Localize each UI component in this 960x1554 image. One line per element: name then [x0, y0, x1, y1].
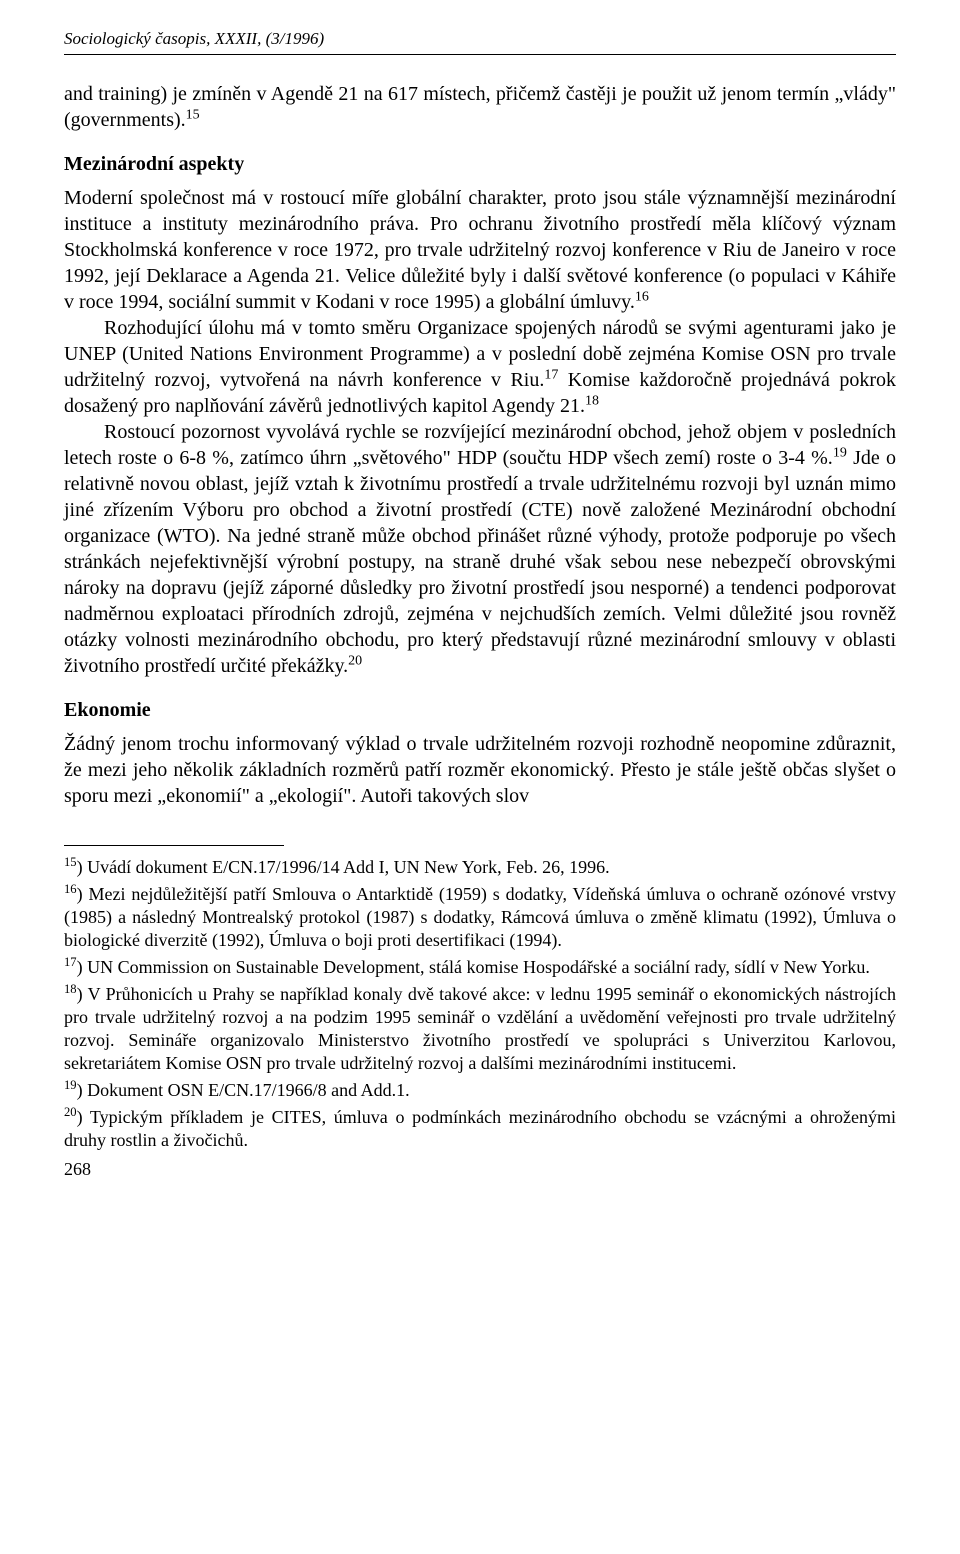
footnote-15: 15) Uvádí dokument E/CN.17/1996/14 Add I…	[64, 856, 896, 879]
footnote-ref-19: 19	[833, 445, 847, 460]
paragraph: Rostoucí pozornost vyvolává rychle se ro…	[64, 419, 896, 679]
footnote-text: ) V Průhonicích u Prahy se například kon…	[64, 984, 896, 1073]
paragraph: Moderní společnost má v rostoucí míře gl…	[64, 185, 896, 315]
footnote-ref-17: 17	[544, 367, 558, 382]
text-run: Jde o relativně novou oblast, jejíž vzta…	[64, 447, 896, 677]
footnote-marker: 20	[64, 1105, 77, 1119]
footnote-text: ) Typickým příkladem je CITES, úmluva o …	[64, 1107, 896, 1150]
footnote-marker: 18	[64, 982, 77, 996]
paragraph: Rozhodující úlohu má v tomto směru Organ…	[64, 315, 896, 419]
footnote-marker: 19	[64, 1078, 77, 1092]
footnote-text: ) UN Commission on Sustainable Developme…	[77, 957, 870, 977]
footnote-ref-20: 20	[348, 653, 362, 668]
footnote-text: ) Dokument OSN E/CN.17/1966/8 and Add.1.	[77, 1080, 410, 1100]
footnote-18: 18) V Průhonicích u Prahy se například k…	[64, 983, 896, 1075]
section-heading-ekonomie: Ekonomie	[64, 697, 896, 723]
page-container: Sociologický časopis, XXXII, (3/1996) an…	[0, 0, 960, 1206]
paragraph: Žádný jenom trochu informovaný výklad o …	[64, 731, 896, 809]
footnote-17: 17) UN Commission on Sustainable Develop…	[64, 956, 896, 979]
footnote-text: ) Mezi nejdůležitější patří Smlouva o An…	[64, 884, 896, 950]
page-number: 268	[64, 1158, 896, 1181]
footnote-separator	[64, 845, 284, 846]
text-run: Rostoucí pozornost vyvolává rychle se ro…	[64, 421, 896, 469]
paragraph-continuation: and training) je zmíněn v Agendě 21 na 6…	[64, 81, 896, 133]
footnote-ref-16: 16	[635, 289, 649, 304]
footnote-marker: 15	[64, 855, 77, 869]
text-run: Žádný jenom trochu informovaný výklad o …	[64, 733, 896, 807]
footnote-ref-18: 18	[585, 393, 599, 408]
section-heading-mezinarodni: Mezinárodní aspekty	[64, 151, 896, 177]
footnote-marker: 17	[64, 955, 77, 969]
footnote-20: 20) Typickým příkladem je CITES, úmluva …	[64, 1106, 896, 1152]
text-run: Moderní společnost má v rostoucí míře gl…	[64, 187, 896, 313]
footnote-ref-15: 15	[186, 107, 200, 122]
footnote-16: 16) Mezi nejdůležitější patří Smlouva o …	[64, 883, 896, 952]
footnote-marker: 16	[64, 882, 77, 896]
footnote-19: 19) Dokument OSN E/CN.17/1966/8 and Add.…	[64, 1079, 896, 1102]
footnote-text: ) Uvádí dokument E/CN.17/1996/14 Add I, …	[77, 857, 610, 877]
running-header: Sociologický časopis, XXXII, (3/1996)	[64, 28, 896, 55]
